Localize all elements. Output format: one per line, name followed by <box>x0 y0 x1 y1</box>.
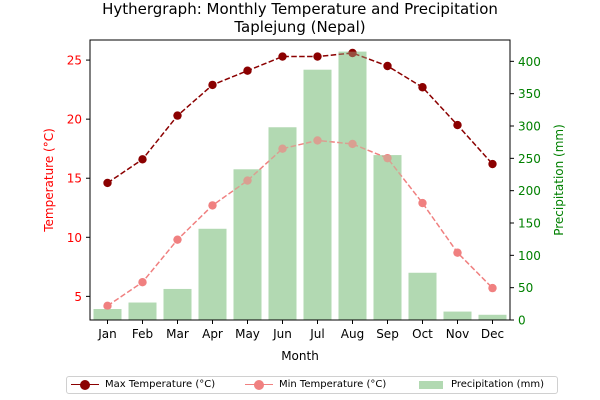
right-y-tick-label: 300 <box>518 120 541 134</box>
precip-bar-overlay-dec <box>478 314 507 320</box>
min-temp-point-jun <box>278 144 287 153</box>
min-temp-point-may <box>243 176 252 185</box>
x-tick-label: Nov <box>446 327 469 341</box>
left-y-tick-label: 5 <box>74 290 82 304</box>
precip-bar-mar <box>163 288 192 320</box>
precip-bar-overlay-oct <box>408 272 437 320</box>
max-temp-point-mar <box>173 111 182 120</box>
min-temp-point-apr <box>208 201 217 210</box>
left-y-axis: 5 10 15 20 25 <box>67 54 90 304</box>
left-y-tick-label: 10 <box>67 231 82 245</box>
x-tick-label: Aug <box>341 327 364 341</box>
legend-label-min-temp: Min Temperature (°C) <box>279 379 387 390</box>
chart-legend: Max Temperature (°C) Min Temperature (°C… <box>66 376 558 394</box>
precip-bar-jun <box>268 127 297 321</box>
legend-label-max-temp: Max Temperature (°C) <box>105 379 216 390</box>
x-tick-label: Sep <box>376 327 399 341</box>
x-axis: Jan Feb Mar Apr May Jun Jul Aug Sep Oct Nov Dec <box>97 320 504 341</box>
x-tick-label: Apr <box>202 327 223 341</box>
x-tick-label: Oct <box>412 327 433 341</box>
left-y-axis-label: Temperature (°C) <box>42 128 56 233</box>
right-y-tick-label: 200 <box>518 184 541 198</box>
max-temp-point-oct <box>418 83 427 92</box>
precip-bar-overlay-aug <box>338 51 367 321</box>
max-temp-point-dec <box>488 159 497 169</box>
legend-swatch-precipitation <box>417 379 445 391</box>
right-y-tick-label: 0 <box>518 314 526 328</box>
right-y-axis-label: Precipitation (mm) <box>552 124 566 236</box>
precip-bar-overlay-apr <box>198 228 227 320</box>
max-temp-point-jan <box>103 178 112 188</box>
precip-bar-overlay-may <box>233 169 262 320</box>
max-temp-point-may <box>243 66 252 75</box>
precip-bar-nov <box>443 311 472 320</box>
min-temp-point-nov <box>453 248 462 257</box>
precip-bar-overlay-jan <box>93 309 122 320</box>
min-temp-point-oct <box>418 198 427 208</box>
max-temp-point-feb <box>138 155 147 164</box>
min-temp-point-jul <box>313 136 322 145</box>
x-tick-label: Mar <box>166 327 189 341</box>
right-y-tick-label: 400 <box>518 55 541 69</box>
precip-bar-overlay-mar <box>163 288 192 320</box>
right-y-tick-label: 100 <box>518 249 541 263</box>
x-tick-label: Feb <box>132 327 153 341</box>
right-y-tick-label: 250 <box>518 152 541 166</box>
legend-swatch-min-temp <box>245 379 273 391</box>
max-temp-point-apr <box>208 80 217 90</box>
max-temp-point-nov <box>453 120 462 130</box>
precip-bar-overlay-sep <box>373 155 402 320</box>
x-tick-label: Jun <box>272 327 292 341</box>
legend-swatch-max-temp <box>71 379 99 391</box>
precip-bar-dec <box>478 314 507 320</box>
min-temp-point-jan <box>103 301 112 311</box>
right-y-axis: 0 50 100 150 200 250 300 350 400 <box>510 55 541 328</box>
right-y-tick-label: 50 <box>518 281 533 295</box>
min-temp-point-mar <box>173 235 182 244</box>
chart-title-line2: Taplejung (Nepal) <box>233 18 365 36</box>
precip-bar-sep <box>373 155 402 320</box>
precip-bar-overlay <box>93 51 507 321</box>
precip-bar-jan <box>93 309 122 320</box>
x-tick-label: Jul <box>309 327 324 341</box>
temperature-lines <box>93 48 507 321</box>
precip-bar-oct <box>408 272 437 320</box>
left-y-tick-label: 25 <box>67 54 82 68</box>
right-y-tick-label: 350 <box>518 87 541 101</box>
max-temp-point-jul <box>313 52 322 61</box>
min-temp-line <box>107 139 494 307</box>
x-tick-label: May <box>235 327 260 341</box>
precip-bar-apr <box>198 228 227 320</box>
chart-title-line1: Hythergraph: Monthly Temperature and Pre… <box>102 0 498 18</box>
precip-bar-jul <box>303 69 332 320</box>
left-y-tick-label: 20 <box>67 113 82 127</box>
legend-item-max-temp: Max Temperature (°C) <box>71 378 215 392</box>
min-temp-point-aug <box>348 139 357 149</box>
min-temp-point-feb <box>138 277 147 287</box>
plot-frame <box>89 39 511 321</box>
legend-label-precipitation: Precipitation (mm) <box>451 379 544 390</box>
left-y-tick-label: 15 <box>67 172 82 186</box>
legend-item-min-temp: Min Temperature (°C) <box>245 378 386 392</box>
max-temp-point-sep <box>383 61 392 71</box>
precip-bar-overlay-jun <box>268 127 297 321</box>
precip-bar-overlay-feb <box>128 302 157 320</box>
min-temp-point-sep <box>383 153 392 163</box>
x-tick-label: Dec <box>481 327 504 341</box>
min-temp-point-dec <box>488 283 497 293</box>
precipitation-bars <box>93 51 507 321</box>
x-axis-label: Month <box>281 349 319 363</box>
x-tick-label: Jan <box>97 327 117 341</box>
precip-bar-overlay-nov <box>443 311 472 320</box>
max-temp-point-jun <box>278 52 287 61</box>
precip-bar-overlay-jul <box>303 69 332 320</box>
precip-bar-feb <box>128 302 157 320</box>
legend-item-precipitation: Precipitation (mm) <box>417 378 544 392</box>
precip-bar-may <box>233 169 262 320</box>
max-temp-line <box>107 52 494 184</box>
precip-bar-aug <box>338 51 367 321</box>
right-y-tick-label: 150 <box>518 217 541 231</box>
max-temp-point-aug <box>348 48 357 58</box>
